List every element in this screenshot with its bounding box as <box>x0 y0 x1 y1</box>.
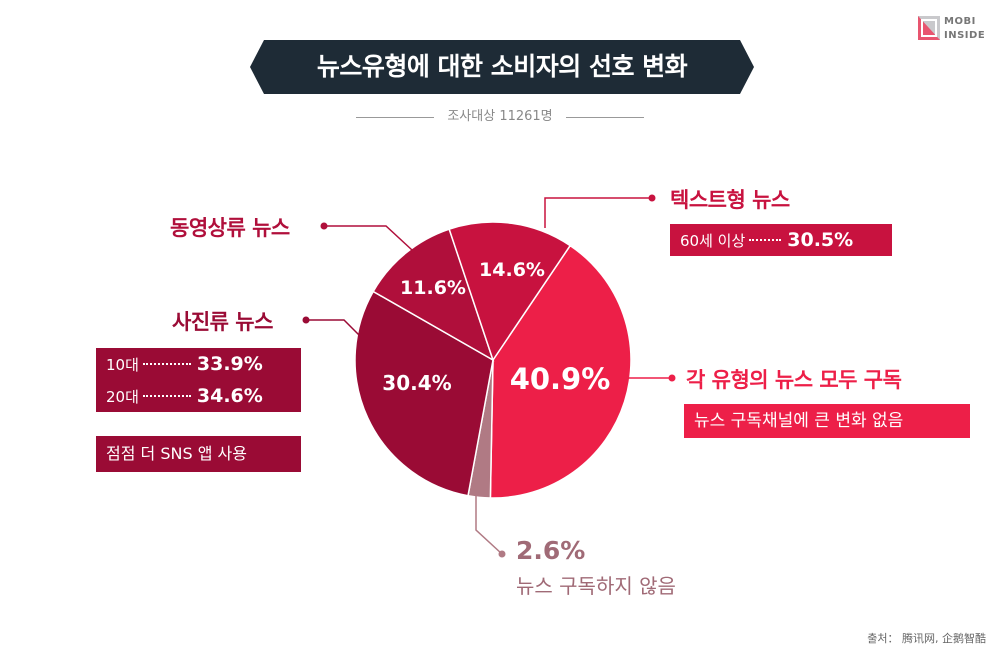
slice-value-text-news: 14.6% <box>479 259 545 281</box>
photo-news-row-2: 20대 34.6% <box>96 380 301 412</box>
photo-news-row-1: 10대 33.9% <box>96 348 301 380</box>
photo-news-row-2-label: 20대 <box>106 388 139 406</box>
subtitle-rule-right <box>566 117 644 118</box>
label-text-news: 텍스트형 뉴스 <box>670 188 790 212</box>
no-news-value: 2.6% <box>516 536 586 565</box>
photo-news-row-1-value: 33.9% <box>196 353 263 375</box>
label-video-news: 동영상류 뉴스 <box>170 216 290 240</box>
leader-dot-photo-news <box>302 316 310 324</box>
label-no-news: 뉴스 구독하지 않음 <box>516 574 676 598</box>
logo-text-line1: MOBI <box>944 16 976 27</box>
leader-video-news <box>324 225 413 251</box>
leader-dot-no-news <box>498 550 506 558</box>
slice-photo-news <box>354 290 494 497</box>
text-news-detail: 60세 이상 30.5% <box>670 224 892 256</box>
slice-value-all-news: 40.9% <box>510 362 611 396</box>
slice-video-news <box>372 228 495 362</box>
slice-value-video-news: 11.6% <box>400 277 466 299</box>
slice-value-photo-news: 30.4% <box>382 371 451 395</box>
title-banner <box>250 40 754 94</box>
photo-news-row-1-label: 10대 <box>106 356 139 374</box>
label-all-news: 각 유형의 뉴스 모두 구독 <box>686 368 902 392</box>
logo-text-line2: INSIDE <box>944 30 986 41</box>
subtitle-rule-left <box>356 117 434 118</box>
dotted-leader <box>749 239 782 241</box>
slice-text-news <box>448 221 572 362</box>
subtitle: 조사대상 11261명 <box>340 106 660 128</box>
leader-dot-text-news <box>648 194 656 202</box>
photo-news-note: 점점 더 SNS 앱 사용 <box>96 436 301 472</box>
dotted-leader <box>142 395 191 397</box>
leader-photo-news <box>306 319 361 337</box>
label-photo-news: 사진류 뉴스 <box>172 310 273 334</box>
text-news-detail-label: 60세 이상 <box>680 232 746 250</box>
photo-news-row-2-value: 34.6% <box>196 385 263 407</box>
leader-dot-video-news <box>320 222 328 230</box>
logo-mark-icon <box>918 16 940 40</box>
page-title: 뉴스유형에 대한 소비자의 선호 변화 <box>316 52 688 81</box>
leader-no-news <box>475 496 503 555</box>
leader-text-news <box>544 197 652 228</box>
slice-all-news <box>489 244 632 499</box>
dotted-leader <box>142 363 191 365</box>
source-note: 출처： 腾讯网, 企鹅智酷 <box>867 632 986 645</box>
mobiinside-logo: MOBI INSIDE <box>918 14 986 44</box>
text-news-detail-value: 30.5% <box>787 229 854 251</box>
subtitle-text: 조사대상 11261명 <box>447 109 553 124</box>
all-news-note: 뉴스 구독채널에 큰 변화 없음 <box>684 404 970 438</box>
leader-dot-all-news <box>668 374 676 382</box>
